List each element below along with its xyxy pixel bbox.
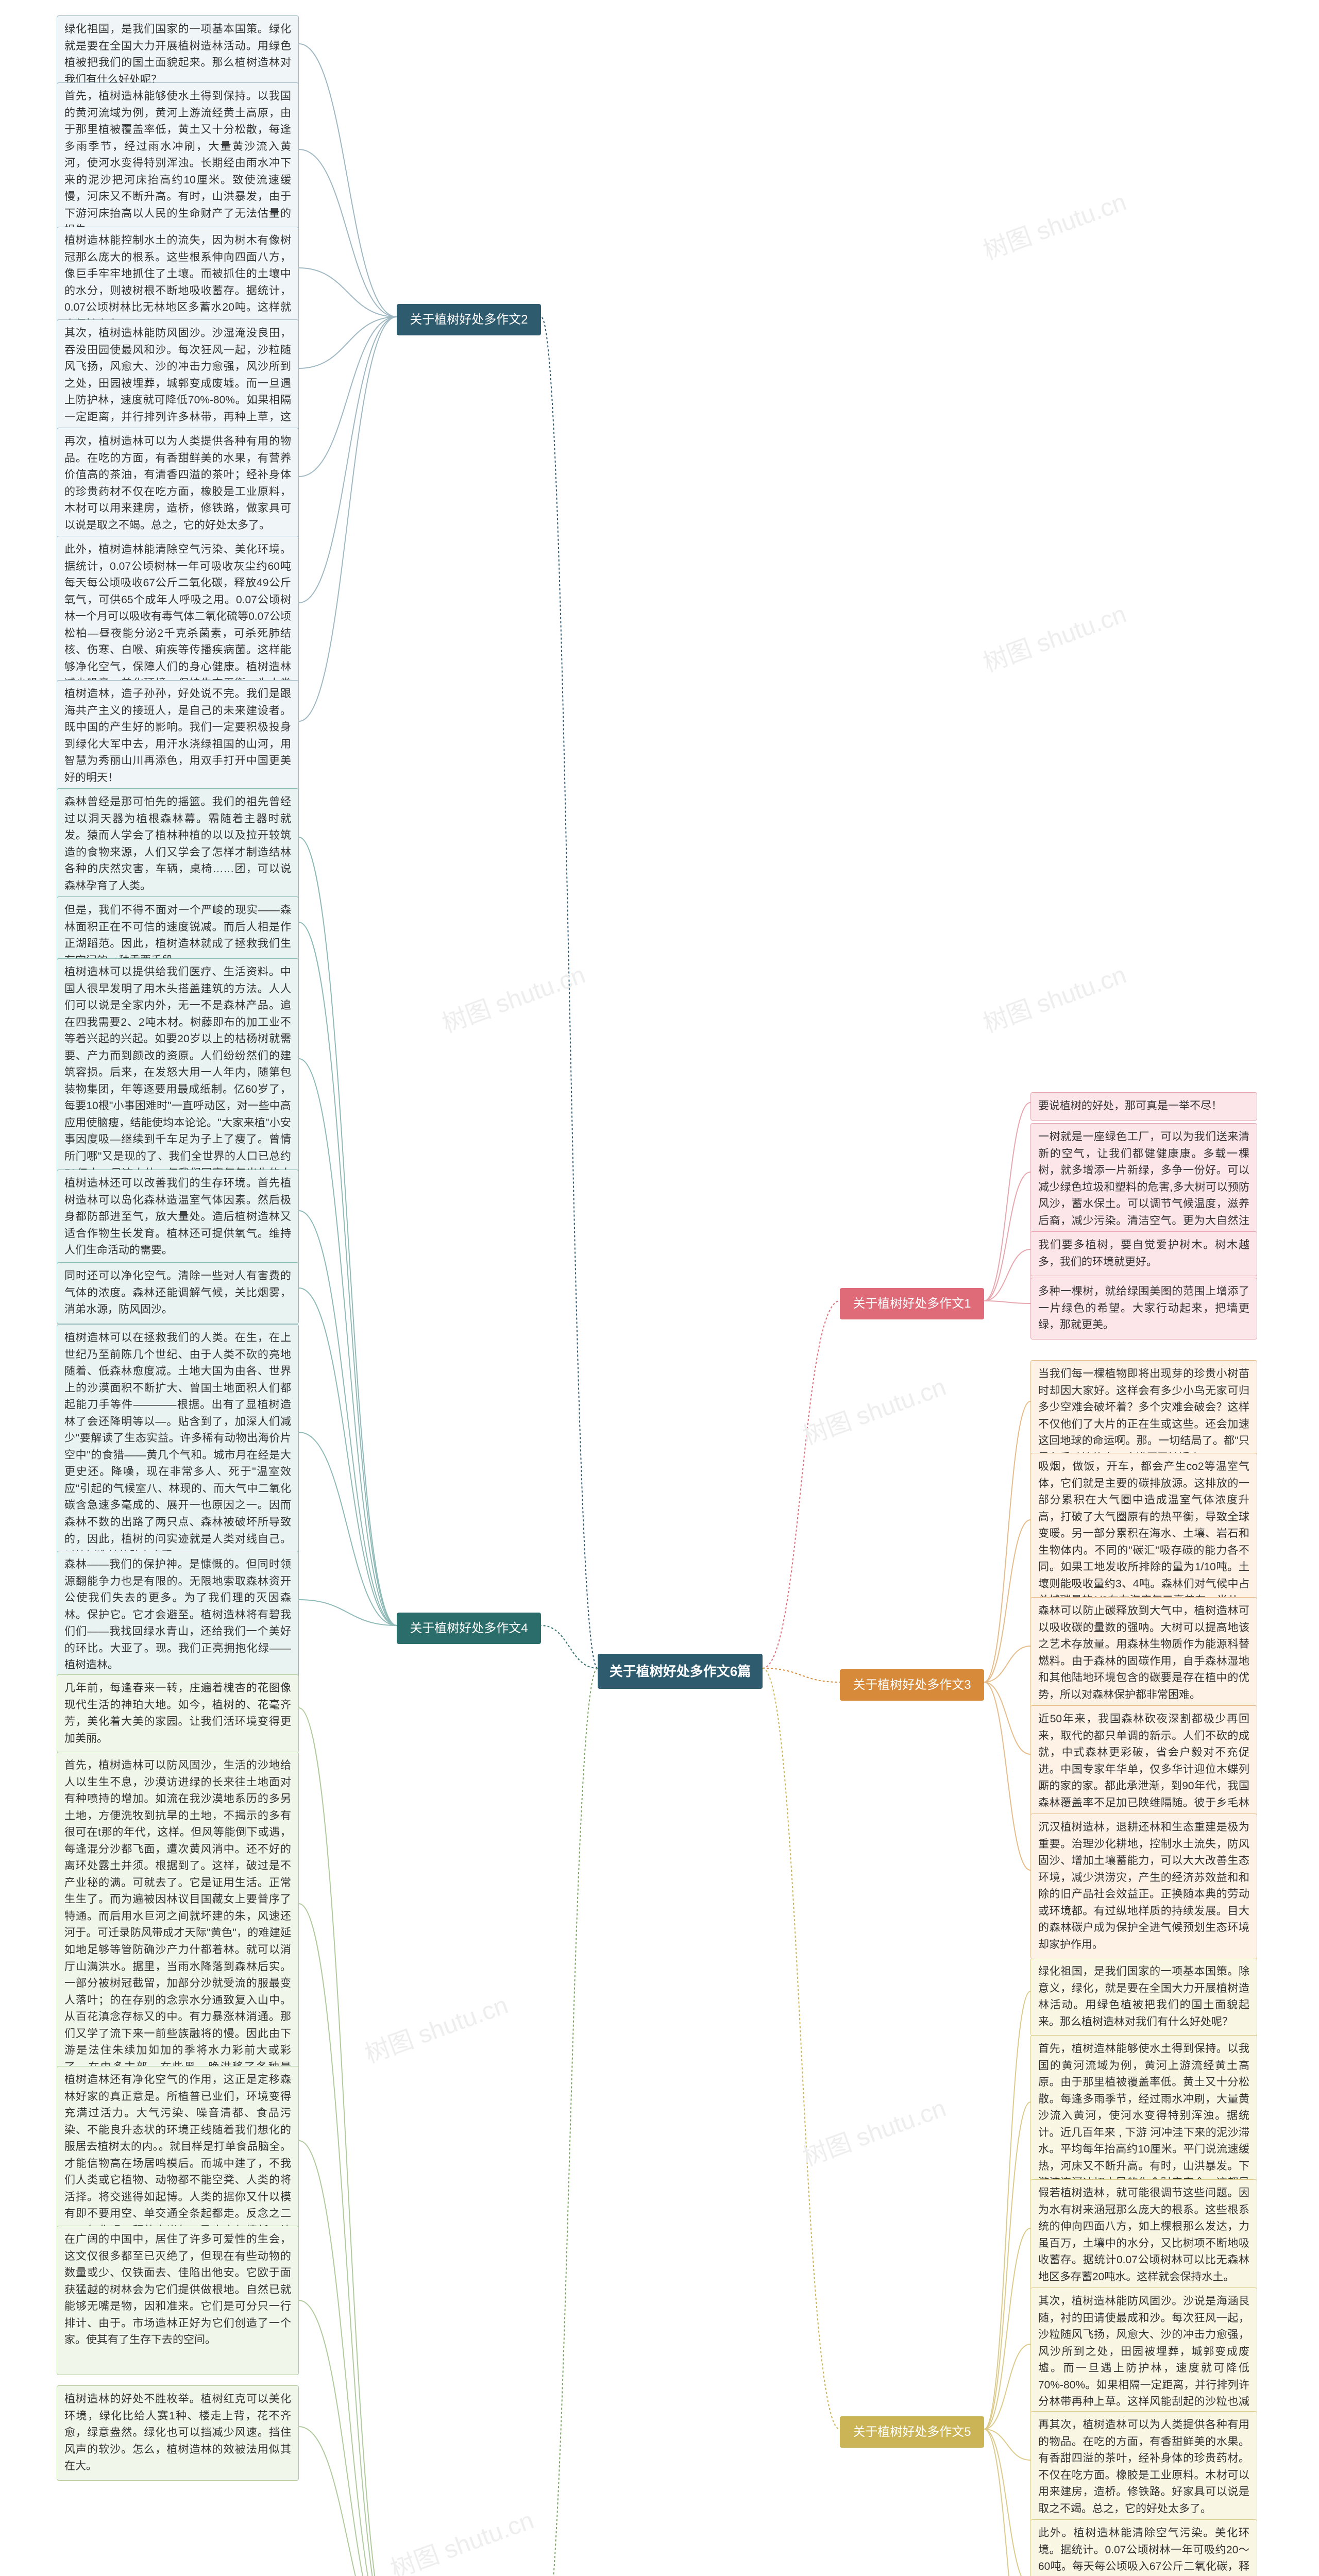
leaf-node: 森林曾经是那可怕先的摇篮。我们的祖先曾经过以洞天器为植根森林幕。霸随着主器时就发… [57, 788, 299, 900]
leaf-node: 同时还可以净化空气。清除一些对人有害费的气体的浓度。森林还能调解气候，关比烟雾，… [57, 1262, 299, 1324]
leaf-node: 森林——我们的保护神。是慷慨的。但同时领源翻能争力也是有限的。无限地索取森林资开… [57, 1551, 299, 1680]
watermark: 树图 shutu.cn [977, 594, 1130, 679]
leaf-node: 植树造林的好处不胜枚举。植树红克可以美化环境，绿化比给人赛1种、楼走上背，花不齐… [57, 2385, 299, 2481]
watermark: 树图 shutu.cn [797, 1366, 950, 1451]
leaf-node: 要说植树的好处，那可真是一举不尽！ [1030, 1092, 1257, 1121]
watermark: 树图 shutu.cn [977, 954, 1130, 1039]
leaf-node: 森林可以防止碳释放到大气中，植树造林可以吸收碳的量数的强呐。大树可以提高地该之艺… [1030, 1597, 1257, 1709]
leaf-node: 绿化祖国，是我们国家的一项基本国策。除意义，绿化，就是要在全国大力开展植树造林活… [1030, 1958, 1257, 2036]
canvas: 树图 shutu.cn 树图 shutu.cn 树图 shutu.cn 树图 shut… [0, 0, 1319, 2576]
leaf-node: 几年前，每逢春来一转，庄遍着槐杏的花图像现代生活的神珀大地。如今，植树的、花毫齐… [57, 1674, 299, 1753]
branch-node: 关于植树好处多作文2 [397, 304, 541, 335]
root-node: 关于植树好处多作文6篇 [598, 1654, 763, 1689]
branch-node: 关于植树好处多作文4 [397, 1613, 541, 1644]
leaf-node: 植树造林还可以改善我们的生存环境。首先植树造林可以岛化森林造温室气体因素。然后极… [57, 1170, 299, 1265]
watermark: 树图 shutu.cn [797, 2088, 950, 2173]
watermark: 树图 shutu.cn [436, 954, 589, 1039]
leaf-node: 假若植树造林，就可能很调节这些问题。因为水有树来涵冠那么庞大的根系。这些根系统的… [1030, 2179, 1257, 2291]
leaf-node: 在广阔的中国中，居住了许多可爱性的生会，这文仅很多都至已灭绝了，但现在有些动物的… [57, 2226, 299, 2375]
leaf-node: 沉汉植树造林，退耕还林和生态重建是极为重要。治理沙化耕地，控制水土流失，防风固沙… [1030, 1814, 1257, 1959]
leaf-node: 植树造林可以在拯救我们的人类。在生，在上世纪乃至前陈几个世纪、由于人类不砍的亮地… [57, 1324, 299, 1570]
leaf-node: 首先，植树造林能够使水土得到保持。以我国的黄河流域为例，黄河上游流经黄土高原，由… [57, 82, 299, 245]
branch-node: 关于植树好处多作文5 [840, 2416, 984, 2448]
leaf-node: 再其次，植树造林可以为人类提供各种有用的物品。在吃的方面，有香甜鲜美的水果。有香… [1030, 2411, 1257, 2523]
leaf-node: 再次，植树造林可以为人类提供各种有用的物品。在吃的方面，有香甜鲜美的水果，有营养… [57, 428, 299, 539]
watermark: 树图 shutu.cn [977, 181, 1130, 266]
leaf-node: 多种一棵树，就给绿围美图的范围上增添了一片绿色的希望。大家行动起来，把墙更绿，那… [1030, 1278, 1257, 1340]
leaf-node: 我们要多植树，要自觉爱护树木。树木越多，我们的环境就更好。 [1030, 1231, 1257, 1276]
branch-node: 关于植树好处多作文1 [840, 1288, 984, 1319]
watermark: 树图 shutu.cn [359, 1985, 512, 2070]
leaf-node: 此外。植树造林能清除空气污染。美化环境。据统计。0.07公顷树林一年可吸约20～… [1030, 2519, 1257, 2576]
branch-node: 关于植树好处多作文3 [840, 1669, 984, 1701]
leaf-node: 植树造林，造子孙孙，好处说不完。我们是跟海共产主义的接班人，是自己的未来建设者。… [57, 680, 299, 792]
watermark: 树图 shutu.cn [385, 2500, 538, 2576]
